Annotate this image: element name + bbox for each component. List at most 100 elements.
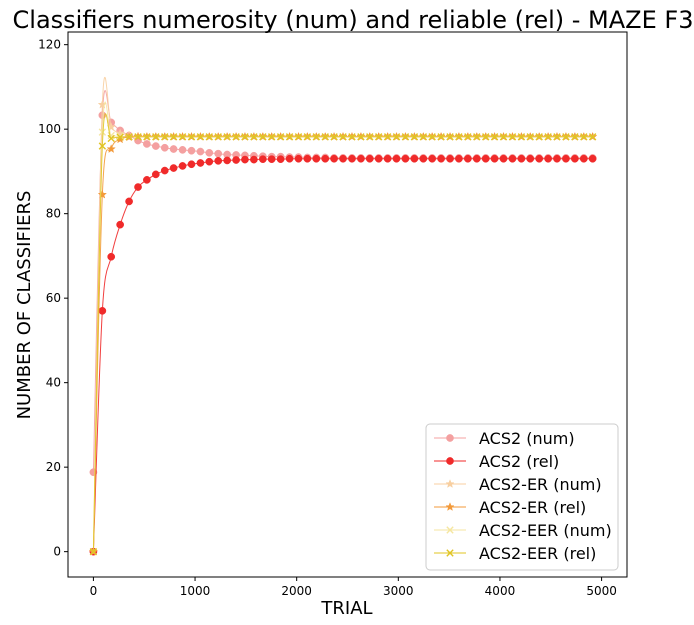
data-point <box>98 142 107 150</box>
data-point <box>98 306 107 315</box>
legend-label: ACS2-ER (num) <box>479 475 602 494</box>
series-6 <box>89 113 597 556</box>
data-point <box>482 133 490 141</box>
data-point <box>383 133 392 141</box>
data-point <box>428 133 436 141</box>
data-point <box>401 133 410 141</box>
data-point <box>276 155 285 164</box>
data-point <box>214 149 223 158</box>
data-point <box>321 154 330 163</box>
data-point <box>241 133 249 141</box>
data-point <box>428 154 437 163</box>
data-point <box>446 154 454 163</box>
data-point <box>232 133 240 141</box>
data-point <box>544 133 552 141</box>
data-point <box>446 133 454 141</box>
data-point <box>267 133 276 141</box>
data-point <box>357 133 365 141</box>
data-point <box>410 154 419 163</box>
data-point <box>419 133 428 141</box>
data-point <box>161 133 169 141</box>
data-point <box>366 133 374 141</box>
data-point <box>267 155 276 164</box>
legend-marker <box>446 434 454 442</box>
legend-label: ACS2 (rel) <box>479 452 559 471</box>
data-point <box>330 154 338 163</box>
data-point <box>134 133 142 141</box>
legend-label: ACS2-EER (num) <box>479 521 612 540</box>
plot-frame <box>67 31 628 578</box>
legend-label: ACS2-ER (rel) <box>479 498 586 517</box>
data-point <box>392 154 401 163</box>
data-point <box>143 176 151 184</box>
data-point <box>250 155 258 164</box>
data-point <box>588 154 597 163</box>
data-point <box>526 154 535 163</box>
data-point <box>580 133 588 141</box>
data-point <box>160 143 169 152</box>
data-point <box>125 133 133 141</box>
data-point <box>383 154 392 163</box>
data-point <box>312 154 321 163</box>
data-point <box>419 154 428 163</box>
data-point <box>125 197 133 206</box>
series-layer <box>88 76 598 556</box>
data-point <box>196 147 205 156</box>
data-point <box>535 133 543 141</box>
data-point <box>143 140 151 148</box>
y-axis-ticks: 0 20 40 60 80 100 120 <box>38 38 68 559</box>
data-point <box>151 142 160 150</box>
x-axis-ticks: 0 1000 2000 3000 4000 5000 <box>90 577 617 598</box>
data-point <box>223 156 232 165</box>
x-tick-label: 3000 <box>383 584 414 598</box>
data-point <box>169 145 178 153</box>
y-tick-label: 60 <box>46 291 61 305</box>
data-point <box>97 99 108 109</box>
y-tick-label: 0 <box>53 545 61 559</box>
y-axis-label: NUMBER OF CLASSIFIERS <box>14 191 35 420</box>
data-point <box>571 133 579 141</box>
data-point <box>508 154 517 163</box>
data-point <box>455 133 463 141</box>
legend-marker <box>445 502 455 511</box>
data-point <box>455 154 463 163</box>
data-point <box>160 166 169 175</box>
data-point <box>294 154 303 163</box>
data-point <box>330 133 338 141</box>
data-point <box>187 160 196 169</box>
data-point <box>535 154 544 163</box>
data-point <box>151 170 160 179</box>
data-point <box>401 154 410 163</box>
data-point <box>250 133 258 141</box>
legend: ACS2 (num) ACS2 (rel) ACS2-ER (num) ACS2-ER… <box>425 423 619 571</box>
y-tick-label: 20 <box>46 460 61 474</box>
data-point <box>152 133 160 141</box>
data-point <box>464 133 472 141</box>
data-point <box>169 164 178 172</box>
data-point <box>562 154 570 163</box>
data-point <box>258 155 267 164</box>
data-point <box>205 133 213 141</box>
data-point <box>473 133 481 141</box>
data-point <box>169 133 178 141</box>
data-point <box>375 133 383 141</box>
x-tick-label: 1000 <box>180 584 211 598</box>
data-point <box>339 154 347 163</box>
data-point <box>303 133 312 141</box>
legend-item: ACS2-EER (rel) <box>434 544 596 563</box>
chart-title: Classifiers numerosity (num) and reliabl… <box>13 6 694 34</box>
data-point <box>357 154 365 163</box>
x-axis-label: TRIAL <box>320 598 372 619</box>
legend-box <box>425 423 619 571</box>
data-point <box>107 134 115 143</box>
y-tick-label: 100 <box>38 122 61 136</box>
x-tick-label: 5000 <box>586 584 617 598</box>
data-point <box>116 220 124 229</box>
data-point <box>106 144 116 154</box>
data-point <box>115 134 125 144</box>
data-point <box>410 133 419 141</box>
data-point <box>499 154 508 163</box>
data-point <box>490 133 499 141</box>
data-point <box>285 154 294 163</box>
